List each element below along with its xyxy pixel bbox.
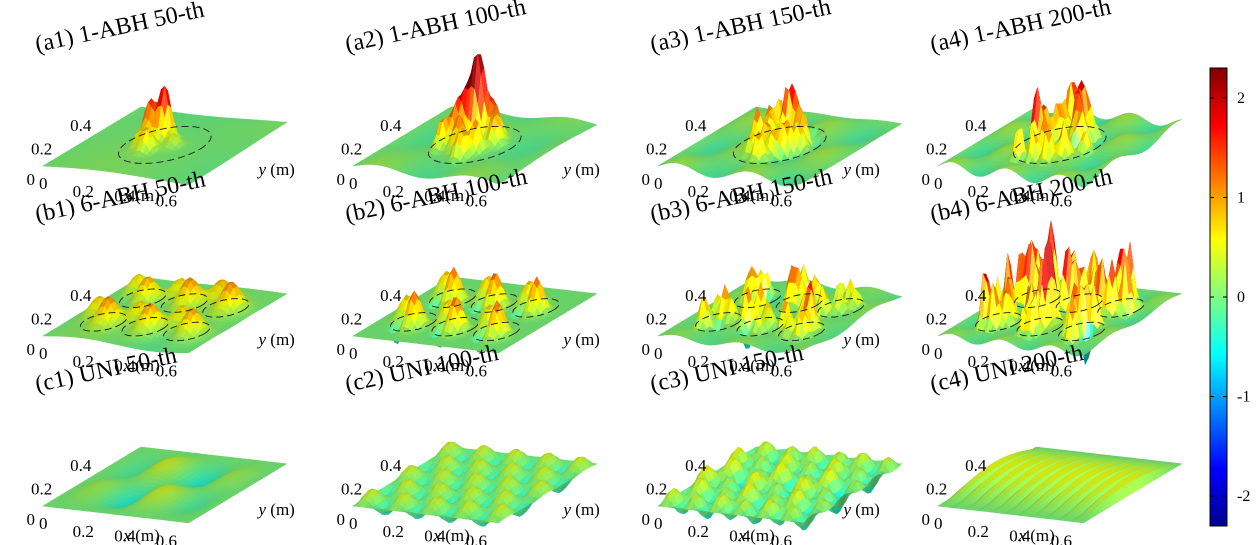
y-tick-label: 0.2	[341, 139, 362, 158]
y-tick-label: 0.4	[70, 116, 92, 135]
y-tick-label: 0.4	[685, 116, 707, 135]
x-tick-label: 0	[349, 174, 358, 193]
surface-panel: (a3) 1-ABH 150-th0.2 0.4 0.60.20.40 0x (m)y…	[562, 0, 902, 210]
x-tick-label: 0	[654, 174, 663, 193]
panel-title: (a3) 1-ABH 150-th	[648, 0, 833, 58]
y-axis-label: y (m)	[257, 160, 295, 179]
surface-panel: (a2) 1-ABH 100-th0.2 0.4 0.60.20.40 0x (m)y…	[257, 0, 597, 210]
y-tick-label: 0	[27, 170, 36, 189]
x-tick-label: 0	[39, 174, 48, 193]
y-tick-label: 0.4	[380, 116, 402, 135]
y-tick-label: 0.2	[646, 139, 667, 158]
y-tick-label: 0	[642, 170, 651, 189]
surface-mesh	[43, 86, 287, 184]
y-tick-label: 0.2	[31, 139, 52, 158]
surface-panel: (a4) 1-ABH 200-th0.2 0.4 0.60.20.40 0x (m)y…	[842, 0, 1182, 210]
panel-title: (a2) 1-ABH 100-th	[343, 0, 528, 58]
y-axis-label: y (m)	[562, 160, 600, 179]
y-tick-label: 0	[337, 170, 346, 189]
panel-title: (a1) 1-ABH 50-th	[33, 0, 207, 58]
